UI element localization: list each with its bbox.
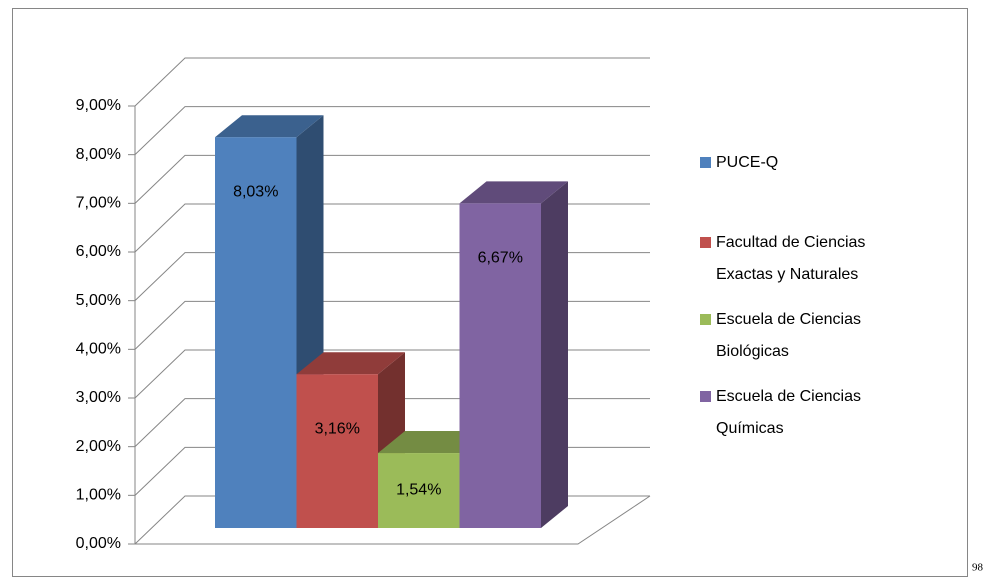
bar-top [459, 181, 568, 204]
value-label: 1,54% [396, 482, 441, 499]
grid-line [134, 57, 650, 107]
y-tick-label: 1,00% [76, 487, 121, 504]
bar [215, 115, 324, 528]
y-tick-label: 5,00% [76, 292, 121, 309]
value-label: 8,03% [233, 183, 278, 200]
value-label: 6,67% [478, 250, 523, 267]
legend-label: Facultad de Ciencias Exactas y Naturales [716, 234, 865, 283]
grid-line [134, 154, 650, 204]
legend-label: Escuela de Ciencias Químicas [716, 388, 861, 437]
bar [296, 352, 405, 528]
legend-swatch [700, 391, 711, 402]
y-tick-label: 7,00% [76, 195, 121, 212]
legend-swatch [700, 157, 711, 168]
y-tick-label: 0,00% [76, 535, 121, 552]
grid-line [134, 106, 650, 156]
value-label: 3,16% [315, 420, 360, 437]
page-number: 98 [972, 562, 984, 574]
y-tick-label: 3,00% [76, 389, 121, 406]
y-tick-label: 8,00% [76, 146, 121, 163]
bar-side [541, 181, 568, 529]
y-tick-label: 4,00% [76, 341, 121, 358]
floor [135, 495, 651, 545]
legend-label: Escuela de Ciencias Biológicas [716, 311, 861, 360]
bar-front [459, 203, 541, 529]
legend-swatch [700, 237, 711, 248]
bar-front [296, 374, 378, 528]
y-tick-label: 9,00% [76, 97, 121, 114]
y-tick-label: 2,00% [76, 438, 121, 455]
bar [459, 181, 568, 529]
bar-top [215, 115, 324, 138]
bar-top [296, 352, 405, 375]
legend-label: PUCE-Q [716, 154, 778, 171]
bar-front [378, 453, 460, 528]
legend-swatch [700, 314, 711, 325]
y-tick-label: 6,00% [76, 243, 121, 260]
bar-front [215, 137, 297, 528]
bar-top [378, 431, 487, 454]
